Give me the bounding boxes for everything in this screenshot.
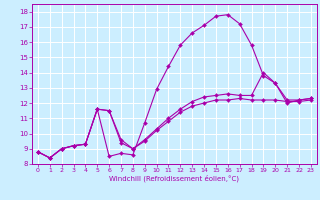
X-axis label: Windchill (Refroidissement éolien,°C): Windchill (Refroidissement éolien,°C): [109, 175, 239, 182]
